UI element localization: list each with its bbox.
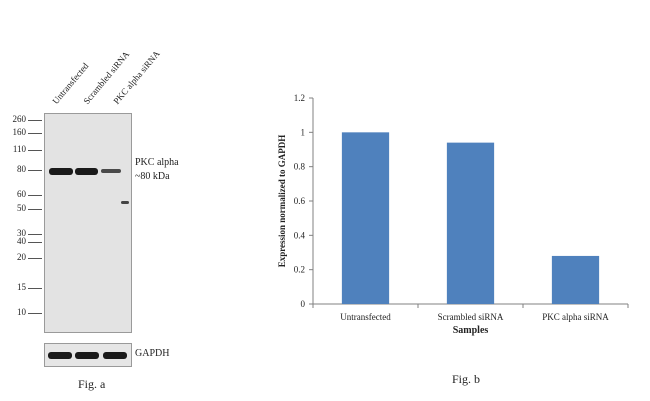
western-blot-figure: Untransfected Scrambled siRNA PKC alpha …: [0, 0, 280, 401]
bar: [341, 132, 390, 304]
gapdh-band: [48, 352, 72, 359]
band-pkc-sirna: [101, 169, 121, 173]
band-untransfected: [49, 168, 73, 175]
marker-label: 30: [17, 228, 26, 238]
marker-tick: [28, 258, 42, 259]
y-axis: 0 0.2 0.4 0.6 0.8 1 1.2: [294, 93, 314, 309]
marker-tick: [28, 234, 42, 235]
marker-label: 110: [12, 144, 26, 154]
marker-tick: [28, 242, 42, 243]
y-tick-label: 0.4: [294, 230, 306, 240]
x-axis: Untransfected Scrambled siRNA PKC alpha si…: [312, 303, 629, 322]
y-tick-label: 0.6: [294, 196, 306, 206]
marker-label: 20: [17, 252, 26, 262]
blot-membrane: [44, 113, 132, 333]
y-tick-label: 1: [301, 127, 306, 137]
x-tick-label: Untransfected: [340, 312, 391, 322]
gapdh-label: GAPDH: [135, 348, 170, 359]
gapdh-blot: [44, 343, 132, 367]
y-tick-label: 1.2: [294, 93, 305, 103]
x-tick-label: Scrambled siRNA: [438, 312, 504, 322]
y-tick-label: 0.8: [294, 162, 306, 172]
bar: [551, 255, 600, 304]
target-label: PKC alpha: [135, 157, 179, 168]
marker-label: 260: [12, 114, 27, 124]
gapdh-band: [103, 352, 127, 359]
marker-tick: [28, 209, 42, 210]
y-axis-title: Expression normalized to GAPDH: [277, 135, 287, 268]
bar-chart: 0 0.2 0.4 0.6 0.8 1 1.2 Untransfected Scrambled…: [277, 93, 629, 336]
y-tick-label: 0.2: [294, 265, 305, 275]
y-tick-label: 0: [301, 299, 306, 309]
marker-tick: [28, 133, 42, 134]
marker-label: 160: [12, 127, 27, 137]
marker-tick: [28, 120, 42, 121]
marker-tick: [28, 170, 42, 171]
fig-b-caption: Fig. b: [452, 372, 481, 386]
marker-label: 40: [17, 236, 26, 246]
bars: [341, 132, 600, 304]
fig-a-caption: Fig. a: [78, 377, 106, 391]
marker-label: 60: [17, 189, 26, 199]
marker-label: 50: [17, 203, 26, 213]
marker-tick: [28, 150, 42, 151]
marker-tick: [28, 313, 42, 314]
band-scrambled: [75, 168, 98, 175]
marker-tick: [28, 195, 42, 196]
marker-label: 15: [17, 282, 26, 292]
nonspecific-band: [121, 201, 129, 204]
marker-tick: [28, 288, 42, 289]
x-tick-label: PKC alpha siRNA: [542, 312, 609, 322]
bar: [446, 142, 495, 304]
gapdh-band: [75, 352, 99, 359]
marker-label: 10: [17, 307, 26, 317]
x-axis-title: Samples: [453, 325, 489, 336]
target-size: ~80 kDa: [135, 171, 170, 182]
marker-label: 80: [17, 164, 26, 174]
